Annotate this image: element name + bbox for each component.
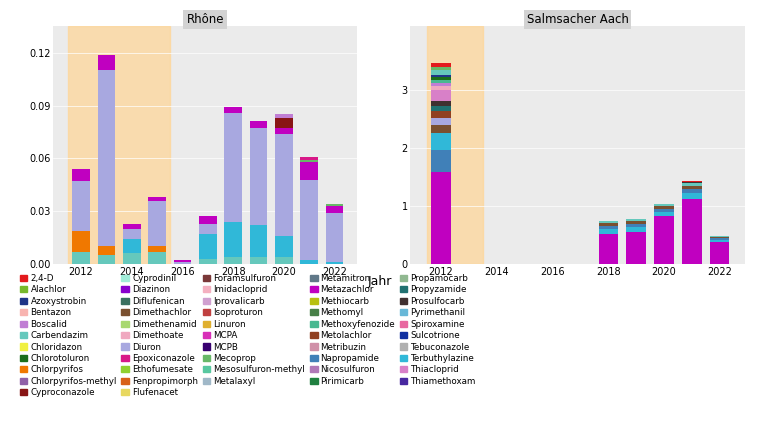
Bar [300, 157, 318, 160]
Bar [275, 134, 293, 236]
Bar [432, 111, 451, 118]
Bar [97, 70, 116, 246]
Bar [710, 237, 730, 238]
Bar [599, 234, 618, 264]
Bar [123, 229, 141, 239]
Bar [275, 257, 293, 264]
Bar [682, 193, 701, 199]
Bar [300, 162, 318, 180]
Bar [325, 213, 344, 262]
Bar [682, 181, 701, 182]
Bar [626, 219, 646, 221]
Bar [300, 260, 318, 264]
Bar [173, 262, 192, 264]
Bar [654, 216, 674, 264]
Bar [72, 231, 90, 252]
Bar [123, 253, 141, 264]
Bar [224, 222, 242, 257]
Bar [432, 70, 451, 75]
Bar [199, 234, 217, 259]
Bar [432, 125, 451, 133]
Bar [97, 55, 116, 70]
Bar [123, 239, 141, 253]
Bar [249, 121, 268, 128]
Bar [224, 257, 242, 264]
Bar [432, 118, 451, 125]
Bar [123, 224, 141, 229]
Bar [224, 107, 242, 113]
Bar [68, 26, 169, 264]
Bar [682, 182, 701, 183]
Bar [199, 216, 217, 224]
Bar [626, 221, 646, 224]
Bar [432, 133, 451, 150]
Bar [710, 238, 730, 240]
Bar [72, 181, 90, 231]
Bar [97, 246, 116, 255]
Bar [432, 86, 451, 90]
Bar [275, 114, 293, 118]
Bar [249, 128, 268, 225]
Bar [432, 150, 451, 172]
Bar [249, 257, 268, 264]
Bar [432, 77, 451, 80]
Bar [710, 242, 730, 264]
Bar [599, 223, 618, 226]
Bar [432, 75, 451, 77]
Bar [199, 224, 217, 234]
Bar [300, 160, 318, 162]
Bar [599, 226, 618, 229]
Bar [654, 212, 674, 216]
Bar [275, 128, 293, 134]
Bar [432, 90, 451, 101]
Bar [654, 209, 674, 212]
Bar [682, 199, 701, 264]
Bar [275, 236, 293, 257]
Bar [275, 118, 293, 128]
Text: Rhône: Rhône [186, 13, 224, 26]
Bar [72, 169, 90, 181]
Bar [710, 240, 730, 242]
Bar [432, 80, 451, 83]
Bar [148, 246, 166, 252]
Bar [682, 189, 701, 193]
Bar [148, 197, 166, 201]
Bar [432, 106, 451, 111]
Bar [432, 83, 451, 86]
Bar [224, 113, 242, 222]
Bar [599, 221, 618, 223]
Bar [626, 227, 646, 232]
Bar [72, 252, 90, 264]
Bar [325, 262, 344, 264]
Bar [654, 204, 674, 206]
Bar [432, 63, 451, 67]
Bar [710, 235, 730, 237]
Bar [97, 255, 116, 264]
Bar [427, 26, 483, 264]
Text: Jahr: Jahr [368, 275, 392, 288]
Legend: 2,4-D, Alachlor, Azoxystrobin, Bentazon, Boscalid, Carbendazim, Chloridazon, Chl: 2,4-D, Alachlor, Azoxystrobin, Bentazon,… [20, 274, 476, 397]
Bar [148, 201, 166, 246]
Bar [173, 260, 192, 262]
Bar [432, 101, 451, 106]
Bar [682, 183, 701, 186]
Bar [626, 232, 646, 264]
Bar [654, 206, 674, 209]
Bar [432, 67, 451, 70]
Bar [325, 204, 344, 206]
Bar [432, 172, 451, 264]
Text: Salmsacher Aach: Salmsacher Aach [527, 13, 629, 26]
Bar [199, 259, 217, 264]
Bar [325, 206, 344, 213]
Bar [682, 186, 701, 189]
Bar [682, 180, 701, 181]
Bar [249, 225, 268, 257]
Bar [599, 229, 618, 234]
Bar [626, 224, 646, 227]
Bar [300, 180, 318, 260]
Bar [148, 252, 166, 264]
